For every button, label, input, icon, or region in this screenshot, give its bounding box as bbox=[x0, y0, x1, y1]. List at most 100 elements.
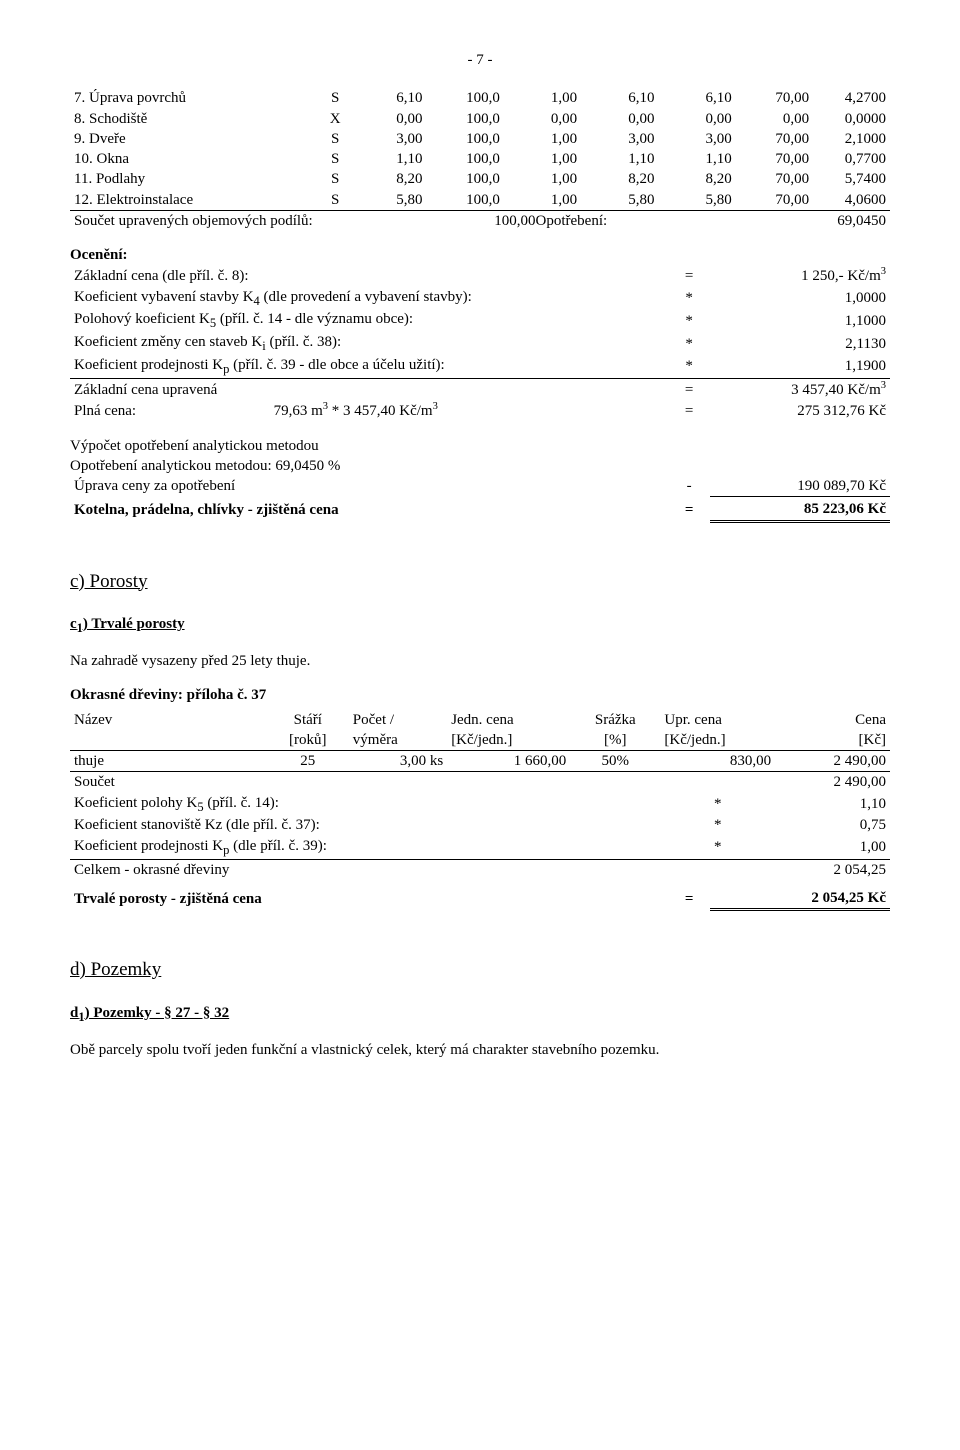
col-stari-unit: [roků] bbox=[267, 730, 349, 751]
table-header-row-2: [roků] výměra [Kč/jedn.] [%] [Kč/jedn.] … bbox=[70, 730, 890, 751]
item-code: S bbox=[321, 169, 349, 189]
item-code: X bbox=[321, 109, 349, 129]
final-label: Kotelna, prádelna, chlívky - zjištěná ce… bbox=[70, 499, 669, 521]
cell: 1,10 bbox=[658, 149, 735, 169]
wear-val: 190 089,70 Kč bbox=[710, 476, 890, 497]
cell: 1,10 bbox=[349, 149, 426, 169]
sum-mid: 100,00Opotřebení: bbox=[365, 211, 611, 231]
cell-stari: 25 bbox=[267, 751, 349, 772]
cell: 100,0 bbox=[426, 88, 503, 108]
coeff-label: Koeficient stanoviště Kz (dle příl. č. 3… bbox=[70, 815, 660, 835]
cell: 6,10 bbox=[349, 88, 426, 108]
adjusted-price-label: Základní cena upravená bbox=[70, 379, 669, 401]
cell: 5,80 bbox=[349, 190, 426, 210]
c1-heading: c1) Trvalé porosty bbox=[70, 614, 890, 637]
dreviny-sum-label: Součet bbox=[70, 772, 775, 793]
item-label: 10. Okna bbox=[70, 149, 321, 169]
page-number: - 7 - bbox=[70, 50, 890, 70]
cell-pocet: 3,00 ks bbox=[349, 751, 447, 772]
op: * bbox=[669, 332, 710, 355]
item-label: 9. Dveře bbox=[70, 129, 321, 149]
cell: 3,00 bbox=[658, 129, 735, 149]
cell: 70,00 bbox=[736, 190, 813, 210]
op: * bbox=[669, 287, 710, 310]
coeff-label: Polohový koeficient K5 (příl. č. 14 - dl… bbox=[70, 309, 669, 332]
op: = bbox=[669, 265, 710, 286]
trvale-final-val: 2 054,25 Kč bbox=[710, 888, 890, 910]
cell: 100,0 bbox=[426, 190, 503, 210]
full-price-row: Plná cena: 79,63 m3 * 3 457,40 Kč/m3 = 2… bbox=[70, 400, 890, 421]
item-code: S bbox=[321, 88, 349, 108]
dreviny-sum-row: Součet 2 490,00 bbox=[70, 772, 890, 793]
d1-heading: d1) Pozemky - § 27 - § 32 bbox=[70, 1003, 890, 1026]
item-code: S bbox=[321, 149, 349, 169]
final-row: Kotelna, prádelna, chlívky - zjištěná ce… bbox=[70, 499, 890, 522]
item-label: 8. Schodiště bbox=[70, 109, 321, 129]
full-price-val: 275 312,76 Kč bbox=[710, 400, 890, 421]
cell: 4,0600 bbox=[813, 190, 890, 210]
cell: 1,00 bbox=[504, 129, 581, 149]
item-code: S bbox=[321, 129, 349, 149]
coeff-val: 0,75 bbox=[775, 815, 890, 835]
cell: 6,10 bbox=[658, 88, 735, 108]
calc-table: Základní cena (dle příl. č. 8): = 1 250,… bbox=[70, 265, 890, 421]
cell: 0,00 bbox=[736, 109, 813, 129]
coeff-val: 1,1900 bbox=[710, 355, 890, 378]
sum-val: 69,0450 bbox=[611, 211, 890, 231]
coeff-label: Koeficient změny cen staveb Ki (příl. č.… bbox=[70, 332, 669, 355]
dreviny-total-val: 2 054,25 bbox=[775, 859, 890, 880]
table-row: 10. OknaS1,10100,01,001,101,1070,000,770… bbox=[70, 149, 890, 169]
coeff-val: 1,00 bbox=[775, 836, 890, 859]
cell-name: thuje bbox=[70, 751, 267, 772]
col-jedn-unit: [Kč/jedn.] bbox=[447, 730, 570, 751]
col-stari: Stáří bbox=[267, 710, 349, 730]
cell: 1,00 bbox=[504, 149, 581, 169]
cell: 70,00 bbox=[736, 149, 813, 169]
coeff-row: Koeficient prodejnosti Kp (dle příl. č. … bbox=[70, 836, 890, 859]
items-table: 7. Úprava povrchůS6,10100,01,006,106,107… bbox=[70, 88, 890, 211]
base-price-val: 1 250,- Kč/m3 bbox=[710, 265, 890, 286]
table-row: 12. ElektroinstalaceS5,80100,01,005,805,… bbox=[70, 190, 890, 210]
op: = bbox=[669, 499, 710, 521]
cell: 100,0 bbox=[426, 129, 503, 149]
col-upr: Upr. cena bbox=[660, 710, 775, 730]
table-row: 9. DveřeS3,00100,01,003,003,0070,002,100… bbox=[70, 129, 890, 149]
coeff-row: Polohový koeficient K5 (příl. č. 14 - dl… bbox=[70, 309, 890, 332]
col-srazka-unit: [%] bbox=[570, 730, 660, 751]
table-row: 8. SchodištěX0,00100,00,000,000,000,000,… bbox=[70, 109, 890, 129]
col-nazev: Název bbox=[70, 710, 267, 730]
cell: 2,1000 bbox=[813, 129, 890, 149]
wear-row: Úprava ceny za opotřebení - 190 089,70 K… bbox=[70, 476, 890, 497]
coeff-row: Koeficient stanoviště Kz (dle příl. č. 3… bbox=[70, 815, 890, 835]
cell: 5,80 bbox=[581, 190, 658, 210]
cell: 8,20 bbox=[658, 169, 735, 189]
col-jedn: Jedn. cena bbox=[447, 710, 570, 730]
op: = bbox=[669, 379, 710, 401]
col-cena-unit: [Kč] bbox=[775, 730, 890, 751]
cell: 100,0 bbox=[426, 149, 503, 169]
oceneni-heading: Ocenění: bbox=[70, 245, 890, 265]
items-sum-row: Součet upravených objemových podílů: 100… bbox=[70, 211, 890, 231]
sum-label: Součet upravených objemových podílů: bbox=[70, 211, 365, 231]
op: * bbox=[660, 836, 775, 859]
pozemky-heading: d) Pozemky bbox=[70, 957, 890, 983]
cell: 4,2700 bbox=[813, 88, 890, 108]
dreviny-table: Název Stáří Počet / Jedn. cena Srážka Up… bbox=[70, 710, 890, 880]
cell: 8,20 bbox=[349, 169, 426, 189]
cell: 100,0 bbox=[426, 109, 503, 129]
cell: 8,20 bbox=[581, 169, 658, 189]
cell: 1,00 bbox=[504, 169, 581, 189]
coeff-val: 1,10 bbox=[775, 793, 890, 816]
cell: 6,10 bbox=[581, 88, 658, 108]
cell-jedn: 1 660,00 bbox=[447, 751, 570, 772]
item-label: 11. Podlahy bbox=[70, 169, 321, 189]
op: - bbox=[669, 476, 710, 497]
cell: 0,0000 bbox=[813, 109, 890, 129]
base-price-label: Základní cena (dle příl. č. 8): bbox=[70, 265, 669, 286]
final-val: 85 223,06 Kč bbox=[710, 499, 890, 521]
wear-heading-2: Opotřebení analytickou metodou: 69,0450 … bbox=[70, 456, 890, 476]
cell-upr: 830,00 bbox=[660, 751, 775, 772]
full-price-label: Plná cena: bbox=[74, 403, 136, 419]
op: * bbox=[669, 355, 710, 378]
cell: 0,7700 bbox=[813, 149, 890, 169]
